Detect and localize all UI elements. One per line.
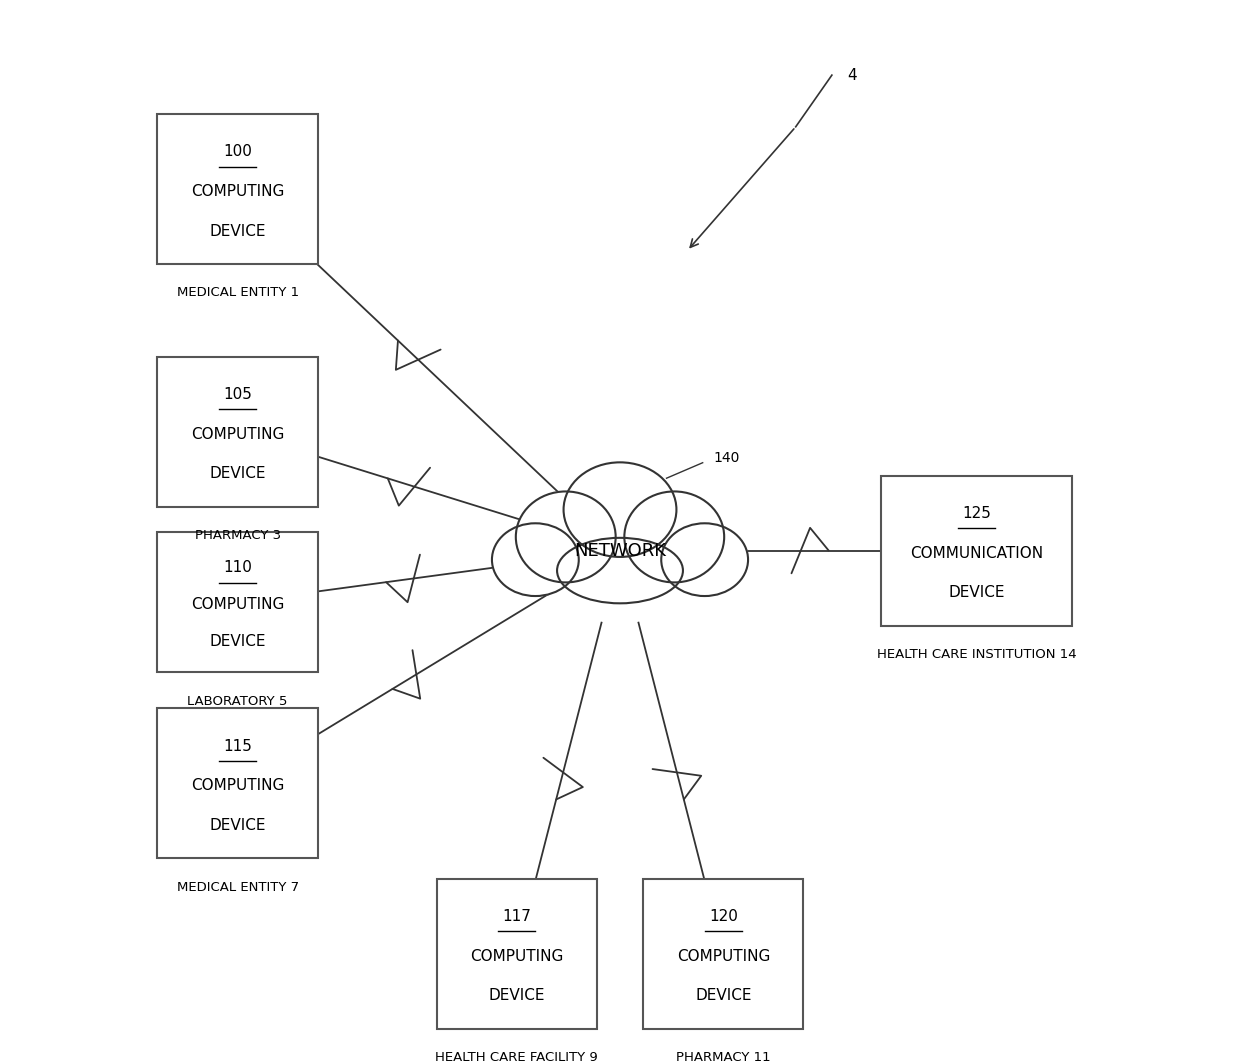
Text: 115: 115 bbox=[223, 738, 252, 753]
FancyBboxPatch shape bbox=[157, 709, 317, 858]
Text: 140: 140 bbox=[713, 450, 739, 465]
FancyBboxPatch shape bbox=[644, 879, 804, 1029]
Text: DEVICE: DEVICE bbox=[949, 585, 1004, 600]
Text: COMPUTING: COMPUTING bbox=[191, 779, 284, 794]
Text: DEVICE: DEVICE bbox=[489, 988, 544, 1003]
Text: MEDICAL ENTITY 1: MEDICAL ENTITY 1 bbox=[176, 286, 299, 299]
Text: COMMUNICATION: COMMUNICATION bbox=[910, 546, 1043, 561]
Ellipse shape bbox=[625, 492, 724, 582]
FancyBboxPatch shape bbox=[157, 532, 317, 672]
Ellipse shape bbox=[661, 523, 748, 596]
Text: 125: 125 bbox=[962, 506, 991, 521]
Text: 4: 4 bbox=[847, 68, 857, 83]
Text: PHARMACY 3: PHARMACY 3 bbox=[195, 530, 280, 543]
Ellipse shape bbox=[516, 492, 615, 582]
Text: NETWORK: NETWORK bbox=[574, 542, 666, 560]
Text: DEVICE: DEVICE bbox=[696, 988, 751, 1003]
Text: DEVICE: DEVICE bbox=[210, 634, 265, 649]
Text: COMPUTING: COMPUTING bbox=[191, 427, 284, 442]
Text: LABORATORY 5: LABORATORY 5 bbox=[187, 695, 288, 708]
Text: COMPUTING: COMPUTING bbox=[677, 949, 770, 964]
Text: COMPUTING: COMPUTING bbox=[191, 184, 284, 199]
Text: 100: 100 bbox=[223, 145, 252, 160]
Text: 117: 117 bbox=[502, 910, 531, 925]
Text: HEALTH CARE FACILITY 9: HEALTH CARE FACILITY 9 bbox=[435, 1051, 598, 1064]
FancyBboxPatch shape bbox=[157, 356, 317, 506]
Ellipse shape bbox=[557, 537, 683, 603]
Text: 110: 110 bbox=[223, 561, 252, 576]
Text: 120: 120 bbox=[709, 910, 738, 925]
FancyBboxPatch shape bbox=[157, 114, 317, 264]
Text: DEVICE: DEVICE bbox=[210, 223, 265, 238]
Text: DEVICE: DEVICE bbox=[210, 466, 265, 482]
FancyBboxPatch shape bbox=[880, 476, 1073, 626]
Ellipse shape bbox=[492, 523, 579, 596]
Text: MEDICAL ENTITY 7: MEDICAL ENTITY 7 bbox=[176, 881, 299, 894]
Text: DEVICE: DEVICE bbox=[210, 818, 265, 833]
Text: HEALTH CARE INSTITUTION 14: HEALTH CARE INSTITUTION 14 bbox=[877, 648, 1076, 661]
Ellipse shape bbox=[563, 463, 677, 556]
Text: 105: 105 bbox=[223, 387, 252, 402]
FancyBboxPatch shape bbox=[436, 879, 596, 1029]
Text: COMPUTING: COMPUTING bbox=[470, 949, 563, 964]
Text: COMPUTING: COMPUTING bbox=[191, 597, 284, 612]
Text: PHARMACY 11: PHARMACY 11 bbox=[676, 1051, 771, 1064]
